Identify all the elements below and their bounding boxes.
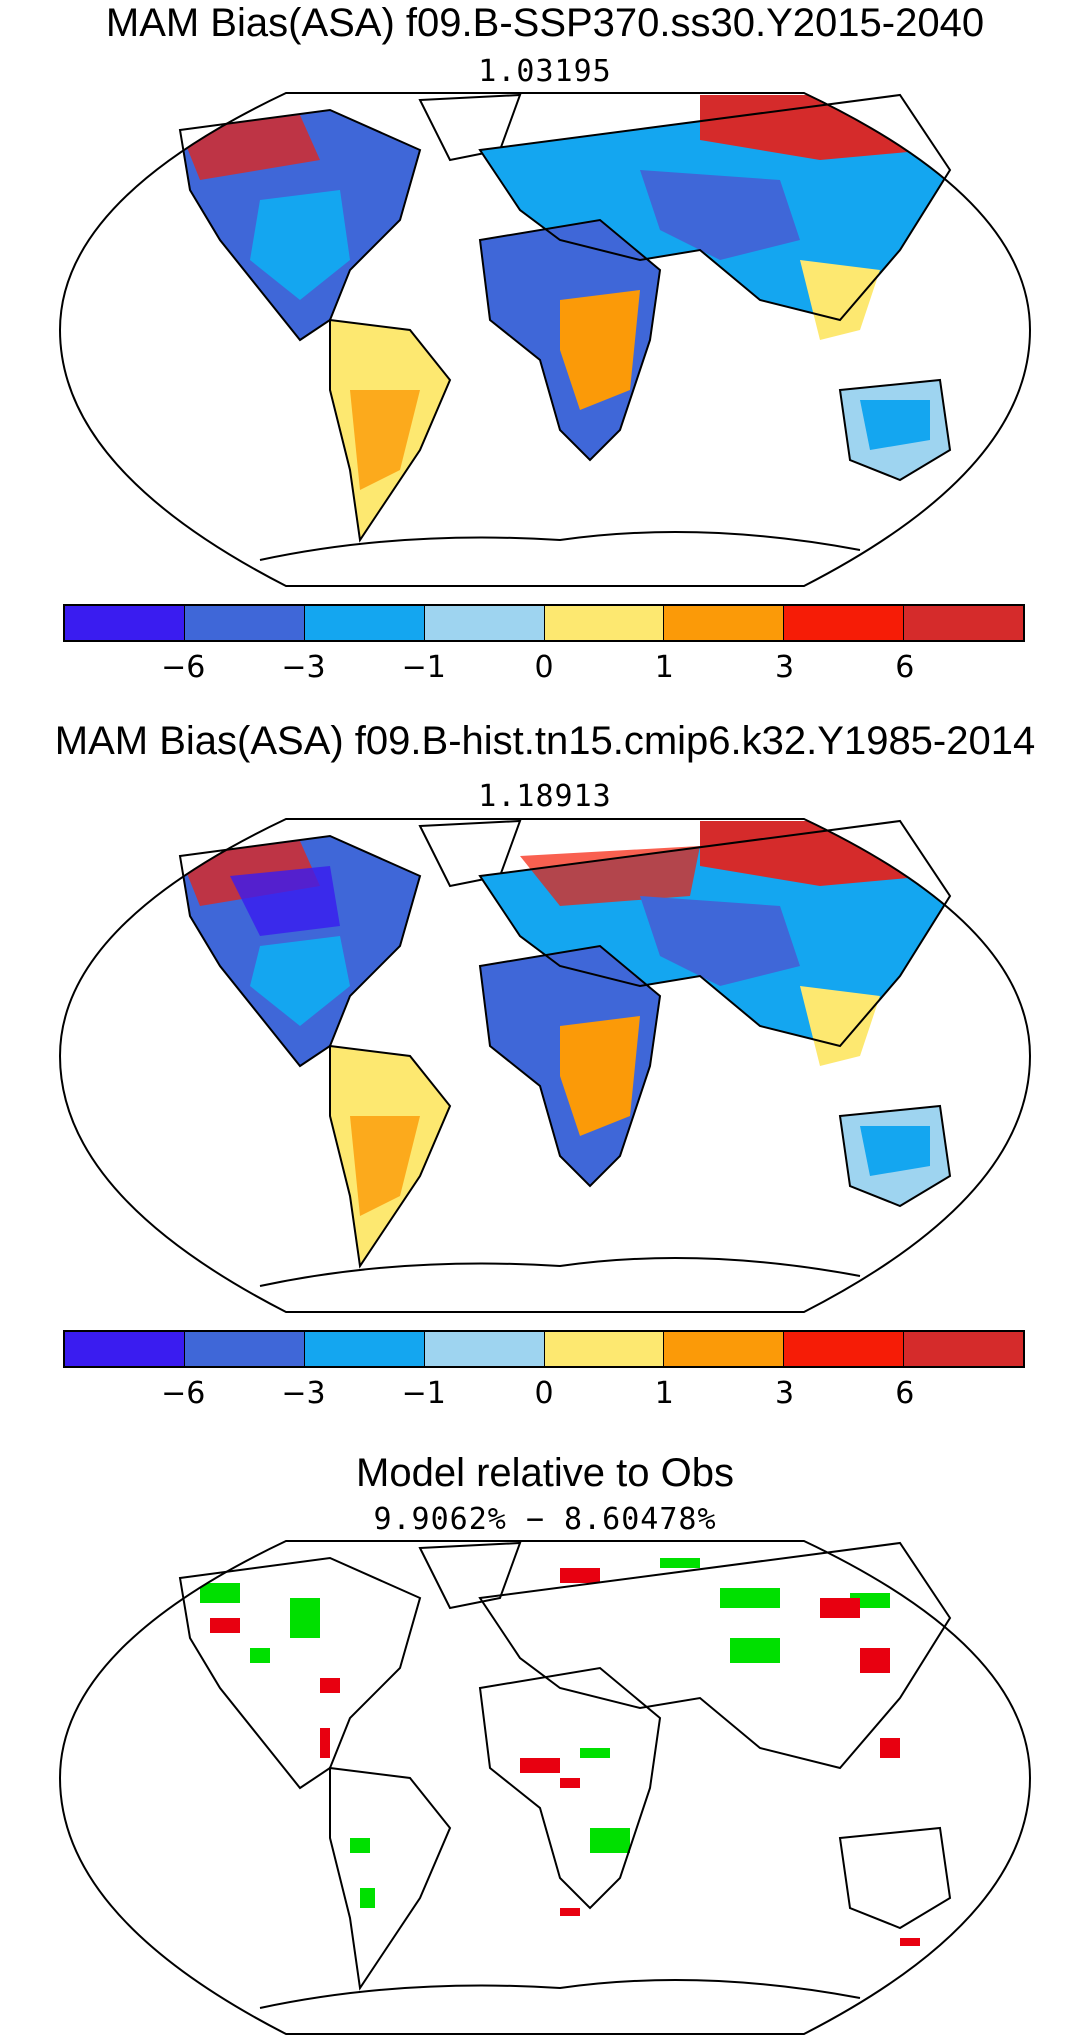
colorbar-cell xyxy=(544,1332,665,1366)
panel-1-colorbar xyxy=(63,604,1025,642)
relative-signal-group xyxy=(200,1558,920,1946)
colorbar-cell xyxy=(65,606,185,640)
colorbar-cell xyxy=(424,606,545,640)
colorbar-label: −3 xyxy=(281,650,326,685)
colorbar-cell xyxy=(784,606,905,640)
colorbar-cell xyxy=(664,1332,785,1366)
colorbar-label: 0 xyxy=(534,650,554,685)
colorbar-label: 3 xyxy=(774,1376,795,1411)
colorbar-label: −1 xyxy=(401,1376,446,1411)
colorbar-label: −1 xyxy=(401,650,446,685)
coastline-group xyxy=(178,819,952,1287)
colorbar-label: 0 xyxy=(534,1376,554,1411)
panel-2-subtitle: 1.18913 xyxy=(478,779,612,814)
panel-2-title: MAM Bias(ASA) f09.B-hist.tn15.cmip6.k32.… xyxy=(54,719,1036,763)
colorbar-label: −6 xyxy=(161,650,206,685)
colorbar-label: −3 xyxy=(281,1376,326,1411)
colorbar-cell xyxy=(544,606,665,640)
colorbar-cell xyxy=(304,1332,425,1366)
land-fill-group xyxy=(180,93,950,540)
panel-2-colorbar-labels: −6 −3 −1 0 1 3 6 xyxy=(63,1376,1025,1416)
colorbar-cell xyxy=(65,1332,185,1366)
colorbar-label: 6 xyxy=(895,650,915,685)
colorbar-cell xyxy=(184,606,305,640)
panel-1-colorbar-labels: −6 −3 −1 0 1 3 6 xyxy=(63,650,1025,690)
colorbar-label: 3 xyxy=(774,650,795,685)
panel-1-map xyxy=(58,92,1032,587)
colorbar-label: 1 xyxy=(654,650,674,685)
coastline-group xyxy=(178,93,952,561)
panel-3-map xyxy=(58,1540,1032,2035)
colorbar-label: 1 xyxy=(654,1376,674,1411)
map-boundary xyxy=(58,818,1032,1313)
colorbar-cell xyxy=(784,1332,905,1366)
panel-3-title: Model relative to Obs xyxy=(356,1451,734,1495)
colorbar-cell xyxy=(664,606,785,640)
map-boundary xyxy=(58,92,1032,587)
panel-1-title: MAM Bias(ASA) f09.B-SSP370.ss30.Y2015-20… xyxy=(105,1,985,45)
panel-1-subtitle: 1.03195 xyxy=(478,54,612,89)
map-boundary xyxy=(58,1540,1032,2035)
colorbar-cell xyxy=(184,1332,305,1366)
land-fill-group xyxy=(180,819,950,1266)
colorbar-cell xyxy=(304,606,425,640)
colorbar-label: 6 xyxy=(895,1376,915,1411)
colorbar-cell xyxy=(904,606,1023,640)
colorbar-cell xyxy=(424,1332,545,1366)
panel-2-map xyxy=(58,818,1032,1313)
panel-2-colorbar xyxy=(63,1330,1025,1368)
colorbar-label: −6 xyxy=(161,1376,206,1411)
coastline-group xyxy=(178,1541,952,2009)
colorbar-cell xyxy=(904,1332,1023,1366)
panel-3-subtitle: 9.9062% − 8.60478% xyxy=(373,1502,717,1537)
